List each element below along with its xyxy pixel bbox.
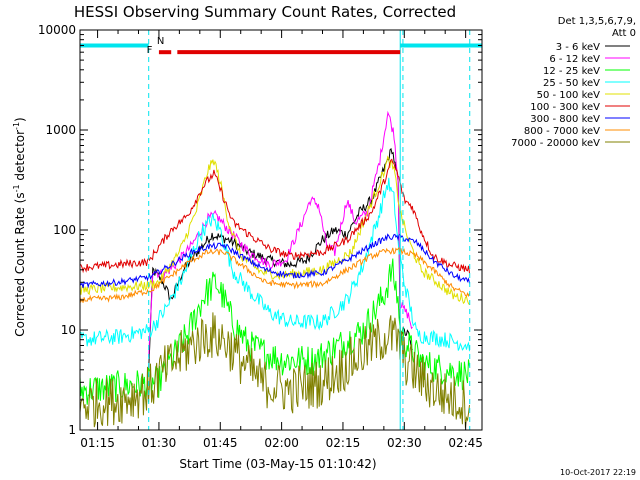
legend-entry-label: 50 - 100 keV bbox=[537, 90, 601, 101]
series-line bbox=[79, 177, 470, 352]
legend-header: Att 0 bbox=[612, 28, 636, 39]
flag-label: F bbox=[147, 45, 153, 56]
legend-header: Det 1,3,5,6,7,9, bbox=[558, 16, 636, 27]
y-tick-label: 1000 bbox=[45, 123, 76, 137]
axes: 1 10 100 1000 10000 01:15 01:30 01:45 02:00 02:15… bbox=[38, 23, 483, 450]
y-axis-label-part: detector bbox=[13, 130, 27, 185]
legend-entry-label: 300 - 800 keV bbox=[530, 114, 600, 125]
chart-title: HESSI Observing Summary Count Rates, Cor… bbox=[74, 3, 456, 21]
series-line bbox=[148, 147, 413, 369]
legend-entry-label: 12 - 25 keV bbox=[543, 66, 600, 77]
x-tick-label: 02:30 bbox=[387, 436, 422, 450]
y-axis-label-superscript: -1 bbox=[12, 184, 21, 192]
legend-entry-label: 100 - 300 keV bbox=[530, 102, 600, 113]
legend-entry-label: 25 - 50 keV bbox=[543, 78, 600, 89]
y-axis-label-part: ) bbox=[13, 117, 27, 122]
x-tick-label: 02:15 bbox=[326, 436, 361, 450]
x-tick-label: 02:00 bbox=[264, 436, 299, 450]
x-tick-label: 02:45 bbox=[448, 436, 483, 450]
x-tick-label: 01:45 bbox=[203, 436, 238, 450]
series-line bbox=[79, 246, 470, 303]
generation-timestamp: 10-Oct-2017 22:19 bbox=[560, 468, 636, 477]
x-tick-label: 01:15 bbox=[80, 436, 115, 450]
series-line bbox=[79, 312, 470, 428]
y-axis-label-superscript: -1 bbox=[12, 122, 21, 130]
y-axis-label: Corrected Count Rate (s-1 detector-1) bbox=[12, 117, 27, 336]
y-tick-label: 1 bbox=[68, 423, 76, 437]
series-line bbox=[79, 158, 470, 274]
legend-entry-label: 800 - 7000 keV bbox=[524, 126, 600, 137]
series-line bbox=[79, 233, 470, 289]
y-tick-label: 10000 bbox=[38, 23, 76, 37]
series-line bbox=[79, 155, 470, 306]
x-axis-label: Start Time (03-May-15 01:10:42) bbox=[179, 457, 376, 471]
y-tick-label: 10 bbox=[61, 323, 76, 337]
legend-entry-label: 6 - 12 keV bbox=[549, 54, 600, 65]
flag-label: N bbox=[157, 36, 164, 47]
legend-entry-label: 3 - 6 keV bbox=[556, 42, 600, 53]
y-tick-label: 100 bbox=[53, 223, 76, 237]
x-tick-label: 01:30 bbox=[142, 436, 177, 450]
legend-entry-label: 7000 - 20000 keV bbox=[511, 138, 600, 149]
y-axis-label-part: Corrected Count Rate (s bbox=[13, 192, 27, 336]
